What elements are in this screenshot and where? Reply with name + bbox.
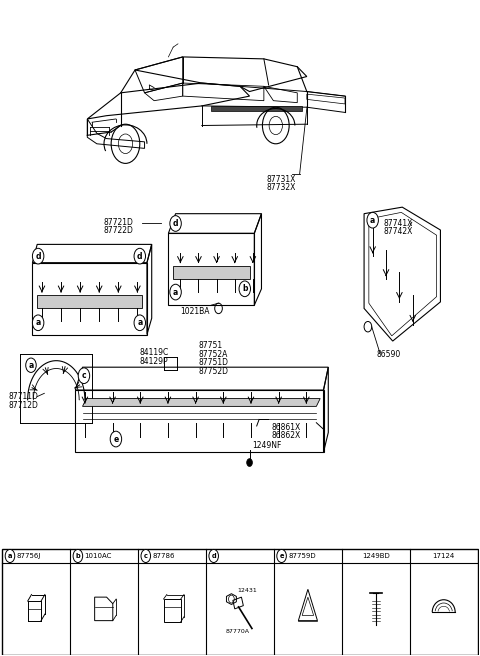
Text: 86861X: 86861X <box>271 422 300 432</box>
Polygon shape <box>173 266 250 279</box>
Text: 87751: 87751 <box>198 341 222 350</box>
Text: e: e <box>279 553 284 559</box>
Text: 1010AC: 1010AC <box>84 553 112 559</box>
Circle shape <box>367 213 378 228</box>
Circle shape <box>141 550 151 562</box>
Text: a: a <box>36 318 41 327</box>
Circle shape <box>26 358 36 373</box>
Text: d: d <box>173 219 179 228</box>
Circle shape <box>33 249 44 264</box>
Circle shape <box>110 431 121 447</box>
Text: 87742X: 87742X <box>383 228 412 236</box>
Text: d: d <box>137 252 143 260</box>
Text: 1021BA: 1021BA <box>180 307 210 316</box>
Text: a: a <box>137 318 143 327</box>
Text: 87722D: 87722D <box>104 226 134 235</box>
Circle shape <box>134 315 145 331</box>
Text: 87759D: 87759D <box>288 553 316 559</box>
Circle shape <box>73 550 83 562</box>
Text: 84119C: 84119C <box>140 348 169 358</box>
Text: 87752A: 87752A <box>198 350 228 359</box>
Text: 87756J: 87756J <box>17 553 41 559</box>
Text: 1249BD: 1249BD <box>362 553 390 559</box>
Text: b: b <box>75 553 80 559</box>
Text: b: b <box>242 284 248 293</box>
Text: d: d <box>211 553 216 559</box>
Text: a: a <box>8 553 12 559</box>
Circle shape <box>170 216 181 232</box>
Circle shape <box>247 459 252 466</box>
Text: 1249NF: 1249NF <box>252 441 281 450</box>
Text: 17124: 17124 <box>432 553 455 559</box>
Circle shape <box>170 284 181 300</box>
Text: a: a <box>173 287 178 297</box>
Text: 87712D: 87712D <box>9 401 38 409</box>
Text: 87711D: 87711D <box>9 392 38 401</box>
Polygon shape <box>37 295 142 308</box>
Text: 87752D: 87752D <box>198 367 228 376</box>
Text: d: d <box>36 252 41 260</box>
Circle shape <box>33 315 44 331</box>
Text: 86862X: 86862X <box>271 431 300 440</box>
Circle shape <box>209 550 218 562</box>
Text: 87732X: 87732X <box>266 183 296 192</box>
Text: 87751D: 87751D <box>198 358 228 367</box>
Bar <box>2 549 478 655</box>
Text: c: c <box>144 553 148 559</box>
Text: c: c <box>82 371 86 380</box>
Text: 86590: 86590 <box>376 350 400 359</box>
Circle shape <box>78 368 90 384</box>
Text: 87786: 87786 <box>153 553 175 559</box>
Circle shape <box>134 249 145 264</box>
Polygon shape <box>211 106 302 111</box>
Circle shape <box>277 550 287 562</box>
Text: 87731X: 87731X <box>266 174 296 184</box>
Circle shape <box>239 281 251 297</box>
Text: 87721D: 87721D <box>104 218 134 227</box>
Text: a: a <box>28 361 34 370</box>
Text: 87770A: 87770A <box>226 629 250 634</box>
Text: e: e <box>113 434 119 443</box>
Circle shape <box>5 550 15 562</box>
Text: 12431: 12431 <box>238 588 257 593</box>
Polygon shape <box>83 399 320 406</box>
Text: 84129P: 84129P <box>140 357 168 366</box>
Text: 87741X: 87741X <box>383 219 412 228</box>
Text: a: a <box>370 216 375 225</box>
